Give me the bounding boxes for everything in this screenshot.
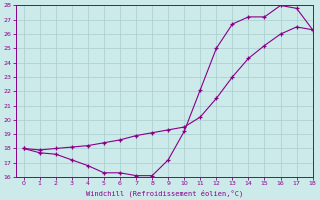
X-axis label: Windchill (Refroidissement éolien,°C): Windchill (Refroidissement éolien,°C) [85,189,243,197]
